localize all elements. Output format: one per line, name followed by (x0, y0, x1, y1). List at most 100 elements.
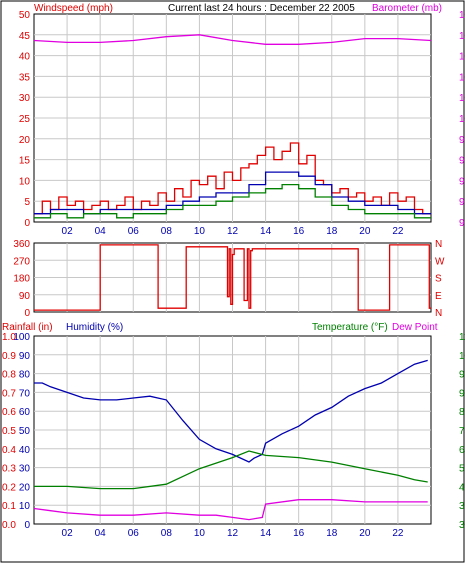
wind-baro-hour-tick-label: 08 (161, 226, 173, 237)
humidity-tick-label: 80 (19, 370, 31, 381)
rain-humidity-temp-hour-tick-label: 20 (359, 528, 371, 539)
direction-degrees-tick-label: 180 (13, 274, 30, 285)
temperature-tick-label: 73 (459, 426, 465, 437)
rainfall-tick-label: 0.5 (2, 426, 16, 437)
windspeed-tick-label: 30 (19, 93, 31, 104)
wind-baro-hour-tick-label: 14 (260, 226, 272, 237)
temperature-tick-label: 64 (459, 445, 465, 456)
direction-degrees-tick-label: 0 (24, 308, 30, 319)
humidity-tick-label: 20 (19, 482, 31, 493)
barometer-tick-label: 997 (459, 135, 465, 146)
wind-baro-hour-tick-label: 12 (227, 226, 239, 237)
wind-baro-series-red (34, 142, 431, 215)
wind-baro-hour-tick-label: 04 (95, 226, 107, 237)
windspeed-tick-label: 40 (19, 52, 31, 63)
humidity-axis-label: Humidity (%) (66, 322, 123, 333)
windspeed-tick-label: 35 (19, 72, 31, 83)
rainfall-tick-label: 0.6 (2, 407, 16, 418)
windspeed-tick-label: 25 (19, 114, 31, 125)
windspeed-tick-label: 10 (19, 176, 31, 187)
rainfall-tick-label: 0.2 (2, 482, 16, 493)
rain-humidity-temp-hour-tick-label: 18 (326, 528, 338, 539)
temperature-tick-label: 47 (459, 482, 465, 493)
barometer-tick-label: 980 (459, 197, 465, 208)
humidity-tick-label: 30 (19, 464, 31, 475)
rainfall-tick-label: 0.7 (2, 388, 16, 399)
wind-baro-series-green (34, 183, 431, 219)
temperature-tick-label: 90 (459, 388, 465, 399)
humidity-tick-label: 90 (19, 351, 31, 362)
temperature-tick-label: 98 (459, 370, 465, 381)
temperature-tick-label: 39 (459, 501, 465, 512)
wind-baro-series-magenta (33, 34, 432, 45)
dewpoint-axis-label: Dew Point (392, 322, 438, 333)
humidity-tick-label: 40 (19, 445, 31, 456)
barometer-axis-label: Barometer (mb) (372, 3, 442, 14)
temperature-tick-label: 81 (459, 407, 465, 418)
rain-humidity-temp-hour-tick-label: 10 (194, 528, 206, 539)
direction-compass-tick-label: E (435, 291, 442, 302)
rain-humidity-temp-hour-tick-label: 16 (293, 528, 305, 539)
rainfall-tick-label: 0.4 (2, 445, 16, 456)
wind-baro-hour-tick-label: 18 (326, 226, 338, 237)
direction-compass-tick-label: W (435, 256, 445, 267)
windspeed-tick-label: 0 (24, 218, 30, 229)
rain-humidity-temp-series-blue (34, 359, 428, 463)
humidity-tick-label: 50 (19, 426, 31, 437)
wind-baro-hour-tick-label: 22 (392, 226, 404, 237)
windspeed-tick-label: 5 (24, 197, 30, 208)
rain-humidity-temp-hour-tick-label: 12 (227, 528, 239, 539)
humidity-tick-label: 100 (13, 332, 30, 343)
rain-humidity-temp-series-magenta (33, 499, 428, 521)
rain-humidity-temp-hour-tick-label: 22 (392, 528, 404, 539)
windspeed-tick-label: 45 (19, 31, 31, 42)
rain-humidity-temp-hour-tick-label: 06 (128, 528, 140, 539)
windspeed-axis-label: Windspeed (mph) (34, 3, 113, 14)
direction-compass-tick-label: N (435, 239, 442, 250)
direction-degrees-tick-label: 360 (13, 239, 30, 250)
humidity-tick-label: 60 (19, 407, 31, 418)
temperature-axis-label: Temperature (°F) (312, 322, 388, 333)
rainfall-tick-label: 0.8 (2, 370, 16, 381)
temperature-tick-label: 30 (459, 520, 465, 531)
rainfall-tick-label: 1.0 (2, 332, 16, 343)
windspeed-tick-label: 15 (19, 156, 31, 167)
humidity-tick-label: 10 (19, 501, 31, 512)
barometer-tick-label: 1002 (459, 114, 465, 125)
direction-compass-tick-label: S (435, 274, 442, 285)
barometer-tick-label: 975 (459, 218, 465, 229)
direction-degrees-tick-label: 90 (19, 291, 31, 302)
wind-baro-hour-tick-label: 20 (359, 226, 371, 237)
chart-header-title: Current last 24 hours : December 22 2005 (168, 3, 355, 14)
rain-humidity-temp-hour-tick-label: 04 (95, 528, 107, 539)
wind-baro-hour-tick-label: 10 (194, 226, 206, 237)
direction-compass-tick-label: N (435, 308, 442, 319)
barometer-tick-label: 1024 (459, 31, 465, 42)
barometer-tick-label: 1013 (459, 72, 465, 83)
temperature-tick-label: 115 (459, 332, 465, 343)
rain-humidity-temp-hour-tick-label: 08 (161, 528, 173, 539)
wind-baro-hour-tick-label: 06 (128, 226, 140, 237)
direction-degrees-tick-label: 270 (13, 256, 30, 267)
rain-humidity-temp-hour-tick-label: 02 (62, 528, 74, 539)
wind-baro-hour-tick-label: 16 (293, 226, 305, 237)
wind-baro-hour-tick-label: 02 (62, 226, 74, 237)
rainfall-tick-label: 0.3 (2, 464, 16, 475)
barometer-tick-label: 991 (459, 156, 465, 167)
chart-panels: 0510152025303540455097598098699199710021… (2, 10, 465, 539)
rainfall-tick-label: 0.0 (2, 520, 16, 531)
barometer-tick-label: 986 (459, 176, 465, 187)
rainfall-tick-label: 0.9 (2, 351, 16, 362)
wind-direction-series-red (34, 244, 431, 311)
rain-humidity-temp-hour-tick-label: 14 (260, 528, 272, 539)
windspeed-tick-label: 50 (19, 10, 31, 21)
barometer-tick-label: 1030 (459, 10, 465, 21)
rainfall-axis-label: Rainfall (in) (2, 322, 53, 333)
temperature-tick-label: 107 (459, 351, 465, 362)
rainfall-tick-label: 0.1 (2, 501, 16, 512)
temperature-tick-label: 56 (459, 464, 465, 475)
humidity-tick-label: 0 (24, 520, 30, 531)
humidity-tick-label: 70 (19, 388, 31, 399)
